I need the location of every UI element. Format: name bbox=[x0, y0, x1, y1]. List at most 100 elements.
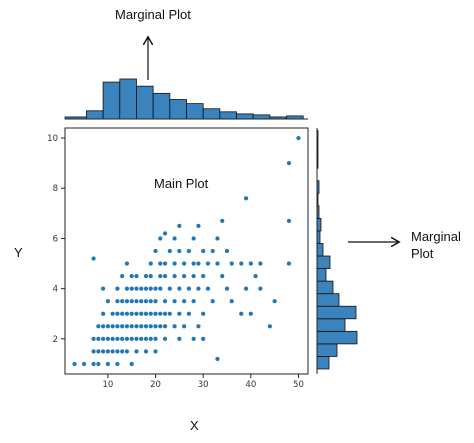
x-histogram-bar bbox=[219, 111, 237, 120]
scatter-point bbox=[191, 235, 197, 241]
scatter-point bbox=[100, 311, 106, 317]
scatter-point bbox=[100, 336, 106, 342]
x-histogram-bar bbox=[236, 113, 254, 120]
scatter-point bbox=[138, 298, 144, 304]
scatter-point bbox=[210, 298, 216, 304]
scatter-point bbox=[119, 323, 125, 329]
scatter-point bbox=[114, 361, 120, 367]
scatter-point bbox=[95, 348, 101, 354]
scatter-point bbox=[114, 323, 120, 329]
scatter-point bbox=[162, 311, 168, 317]
x-histogram-bar bbox=[86, 110, 104, 120]
scatter-point bbox=[91, 361, 97, 367]
scatter-point bbox=[200, 311, 206, 317]
scatter-point bbox=[124, 261, 130, 267]
scatter-point bbox=[167, 286, 173, 292]
scatter-point bbox=[214, 235, 220, 241]
scatter-point bbox=[200, 336, 206, 342]
scatter-point bbox=[200, 248, 206, 254]
scatter-point bbox=[114, 298, 120, 304]
scatter-point bbox=[286, 261, 292, 267]
scatter-point bbox=[124, 298, 130, 304]
main-plot-frame bbox=[64, 127, 309, 375]
scatter-point bbox=[172, 298, 178, 304]
scatter-point bbox=[119, 298, 125, 304]
scatter-point bbox=[148, 298, 154, 304]
scatter-point bbox=[191, 261, 197, 267]
scatter-point bbox=[143, 348, 149, 354]
x-marginal-histogram bbox=[64, 78, 304, 120]
scatter-points bbox=[72, 135, 301, 367]
scatter-point bbox=[214, 261, 220, 267]
scatter-point bbox=[181, 298, 187, 304]
y-histogram-bar bbox=[316, 343, 338, 357]
scatter-point bbox=[267, 323, 273, 329]
scatter-point bbox=[153, 286, 159, 292]
x-histogram-bar bbox=[102, 81, 121, 120]
scatter-point bbox=[153, 311, 159, 317]
scatter-point bbox=[176, 223, 182, 229]
scatter-point bbox=[138, 323, 144, 329]
scatter-point bbox=[110, 348, 116, 354]
x-histogram-bar bbox=[202, 108, 221, 120]
x-tick-label: 40 bbox=[245, 380, 256, 390]
y-histogram-bar bbox=[316, 305, 357, 320]
scatter-point bbox=[248, 311, 254, 317]
y-tick-label: 2 bbox=[53, 335, 58, 345]
scatter-point bbox=[91, 256, 97, 262]
scatter-point bbox=[157, 286, 163, 292]
scatter-point bbox=[172, 235, 178, 241]
scatter-point bbox=[286, 160, 292, 166]
scatter-point bbox=[205, 286, 211, 292]
scatter-point bbox=[133, 336, 139, 342]
y-histogram-bar bbox=[316, 330, 358, 345]
scatter-point bbox=[210, 248, 216, 254]
y-histogram-bar bbox=[316, 255, 331, 269]
scatter-point bbox=[295, 135, 301, 141]
y-marginal-histogram bbox=[316, 130, 358, 370]
scatter-point bbox=[224, 286, 230, 292]
y-histogram-bar bbox=[316, 217, 322, 232]
scatter-point bbox=[238, 261, 244, 267]
x-tick-label: 50 bbox=[293, 380, 304, 390]
y-axis-label: Y bbox=[14, 245, 23, 260]
scatter-point bbox=[224, 248, 230, 254]
scatter-point bbox=[229, 298, 235, 304]
scatter-point bbox=[176, 286, 182, 292]
x-tick-label: 10 bbox=[102, 380, 113, 390]
scatter-point bbox=[119, 336, 125, 342]
scatter-point bbox=[181, 273, 187, 279]
x-histogram-bar bbox=[152, 92, 171, 120]
scatter-point bbox=[191, 273, 197, 279]
scatter-point bbox=[191, 336, 197, 342]
x-histogram-bar bbox=[169, 99, 187, 120]
scatter-point bbox=[148, 323, 154, 329]
scatter-point bbox=[195, 323, 201, 329]
scatter-point bbox=[238, 311, 244, 317]
scatter-point bbox=[91, 336, 97, 342]
scatter-point bbox=[129, 286, 135, 292]
scatter-point bbox=[162, 336, 168, 342]
scatter-point bbox=[124, 286, 130, 292]
scatter-point bbox=[133, 323, 139, 329]
y-tick-label: 8 bbox=[53, 184, 58, 194]
scatter-point bbox=[143, 323, 149, 329]
scatter-point bbox=[162, 273, 168, 279]
scatter-point bbox=[129, 361, 135, 367]
scatter-point bbox=[162, 298, 168, 304]
scatter-point bbox=[176, 336, 182, 342]
scatter-point bbox=[72, 361, 78, 367]
x-histogram-bar bbox=[252, 114, 271, 120]
scatter-point bbox=[133, 348, 139, 354]
scatter-point bbox=[153, 348, 159, 354]
scatter-point bbox=[172, 261, 178, 267]
scatter-point bbox=[133, 311, 139, 317]
scatter-point bbox=[148, 286, 154, 292]
scatter-point bbox=[119, 311, 125, 317]
scatter-point bbox=[114, 336, 120, 342]
scatter-point bbox=[195, 286, 201, 292]
scatter-point bbox=[105, 361, 111, 367]
scatter-point bbox=[124, 336, 130, 342]
scatter-point bbox=[186, 286, 192, 292]
scatter-point bbox=[153, 248, 159, 254]
